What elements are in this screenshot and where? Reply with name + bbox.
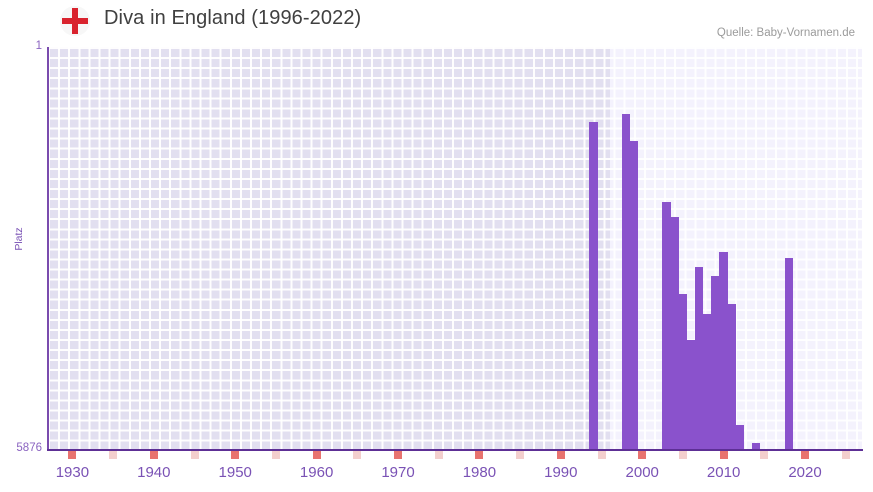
page-title: Diva in England (1996-2022) xyxy=(104,7,362,29)
x-axis-tick-mark xyxy=(231,451,240,459)
bar xyxy=(727,304,736,450)
x-axis-tick-label: 1970 xyxy=(381,464,415,481)
source-attribution: Quelle: Baby-Vornamen.de xyxy=(716,27,855,39)
bar xyxy=(629,140,639,450)
x-axis-tick-mark xyxy=(312,451,321,459)
x-axis-tick-mark xyxy=(556,451,565,459)
chart-header: Diva in England (1996-2022) Quelle: Baby… xyxy=(0,0,873,45)
x-axis-minor-tick-mark xyxy=(109,451,118,459)
y-axis-title: Platz xyxy=(13,227,25,251)
x-axis-tick-mark xyxy=(638,451,647,459)
x-axis-minor-tick-mark xyxy=(190,451,199,459)
flag-cross-horizontal xyxy=(62,18,88,24)
x-axis-line xyxy=(47,449,863,451)
y-axis-label-top: 1 xyxy=(35,40,42,52)
plot-area xyxy=(48,47,862,450)
y-axis-line xyxy=(47,47,49,451)
bar xyxy=(735,424,745,450)
x-axis-tick-label: 2020 xyxy=(788,464,822,481)
x-axis-minor-tick-mark xyxy=(760,451,769,459)
bar xyxy=(784,258,793,450)
bar xyxy=(751,443,761,450)
x-axis-tick-label: 1940 xyxy=(137,464,171,481)
x-axis-minor-tick-mark xyxy=(434,451,443,459)
y-axis-label-bottom: 5876 xyxy=(16,442,42,454)
bar-series xyxy=(48,47,862,450)
bar xyxy=(686,339,696,450)
england-flag-icon xyxy=(60,6,90,36)
bar xyxy=(695,267,704,450)
x-axis-minor-tick-mark xyxy=(678,451,687,459)
x-axis-tick-label: 2010 xyxy=(706,464,741,481)
bar xyxy=(711,276,720,450)
x-axis-tick-mark xyxy=(149,451,158,459)
x-axis-tick-mark xyxy=(801,451,810,459)
x-axis-tick-label: 1960 xyxy=(299,464,334,481)
x-axis-tick-mark xyxy=(475,451,484,459)
x-axis-tick-label: 2000 xyxy=(625,464,659,481)
x-axis-minor-tick-mark xyxy=(841,451,850,459)
x-axis-tick-mark xyxy=(68,451,77,459)
bar xyxy=(678,293,688,450)
x-axis-tick-label: 1950 xyxy=(218,464,252,481)
x-axis-tick-label: 1990 xyxy=(544,464,578,481)
bar xyxy=(589,122,598,450)
bar xyxy=(703,314,712,450)
bar xyxy=(662,201,671,450)
bar xyxy=(621,114,631,450)
x-axis-tick-mark xyxy=(394,451,403,459)
bar xyxy=(719,252,728,450)
bar xyxy=(670,217,679,450)
x-axis-minor-tick-mark xyxy=(353,451,362,459)
x-axis-tick-label: 1980 xyxy=(462,464,497,481)
x-axis-minor-tick-mark xyxy=(597,451,606,459)
x-axis-minor-tick-mark xyxy=(516,451,525,459)
x-axis-minor-tick-mark xyxy=(271,451,280,459)
x-axis-tick-label: 1930 xyxy=(55,464,90,481)
x-axis-tick-mark xyxy=(719,451,728,459)
